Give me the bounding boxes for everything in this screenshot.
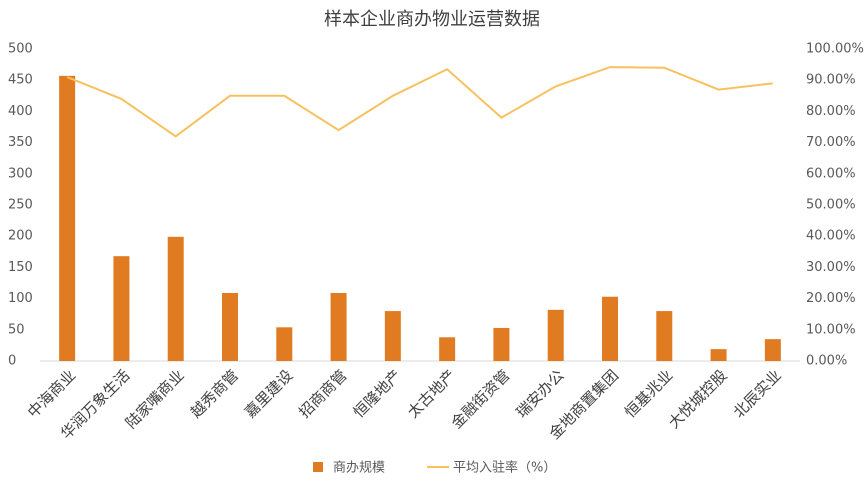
x-tick-label: 恒隆地产 <box>350 366 405 421</box>
line <box>66 66 773 138</box>
legend-swatch <box>313 462 323 472</box>
x-tick-label: 恒基兆业 <box>621 366 676 421</box>
bar <box>167 236 184 361</box>
x-tick-label: 大悦城控股 <box>665 366 731 432</box>
y2-tick-label: 60.00% <box>806 166 856 181</box>
y2-tick-label: 80.00% <box>806 104 856 119</box>
y-tick-label: 350 <box>8 135 33 150</box>
bar <box>710 349 727 361</box>
x-tick-label: 中海商业 <box>24 366 79 421</box>
x-tick-label: 陆家嘴商业 <box>122 366 188 432</box>
bar <box>276 327 293 361</box>
x-tick-label: 太古地产 <box>404 366 459 421</box>
y-tick-label: 100 <box>8 291 33 306</box>
x-tick-label: 越秀商管 <box>187 366 242 421</box>
bar <box>113 256 130 361</box>
y2-tick-label: 100.00% <box>806 42 864 57</box>
y-tick-label: 50 <box>8 322 25 337</box>
bar <box>59 75 76 361</box>
y2-tick-label: 30.00% <box>806 260 856 275</box>
y-tick-label: 500 <box>8 42 33 57</box>
y-tick-label: 200 <box>8 229 33 244</box>
bar <box>602 296 618 361</box>
bar <box>384 311 401 361</box>
x-tick-label: 招商商管 <box>295 366 350 421</box>
y2-tick-label: 90.00% <box>806 73 856 88</box>
legend-label: 商办规模 <box>333 461 385 476</box>
y-tick-label: 150 <box>8 260 33 275</box>
x-tick-label: 嘉里建设 <box>241 366 296 421</box>
y2-tick-label: 50.00% <box>806 198 856 213</box>
y-tick-label: 400 <box>8 104 33 119</box>
bar <box>222 292 238 361</box>
legend-label: 平均入驻率（%） <box>453 460 556 476</box>
bar <box>764 339 781 361</box>
bar <box>439 337 456 361</box>
y2-tick-label: 40.00% <box>806 229 856 244</box>
x-tick-label: 瑞安办公 <box>513 366 568 421</box>
chart-title: 样本企业商办物业运营数据 <box>324 9 540 30</box>
y2-tick-label: 10.00% <box>806 322 856 337</box>
y-tick-label: 0 <box>8 354 16 369</box>
bar <box>656 311 673 361</box>
y-tick-label: 250 <box>8 198 33 213</box>
y2-tick-label: 20.00% <box>806 291 856 306</box>
y2-tick-label: 0.00% <box>806 354 847 369</box>
bar <box>493 327 510 361</box>
x-tick-label: 北辰实业 <box>730 366 785 421</box>
y-tick-label: 300 <box>8 166 33 181</box>
y2-tick-label: 70.00% <box>806 135 856 150</box>
x-tick-label: 金融街资管 <box>448 366 514 432</box>
y-tick-label: 450 <box>8 73 33 88</box>
bar <box>330 292 347 361</box>
bar <box>547 309 564 361</box>
